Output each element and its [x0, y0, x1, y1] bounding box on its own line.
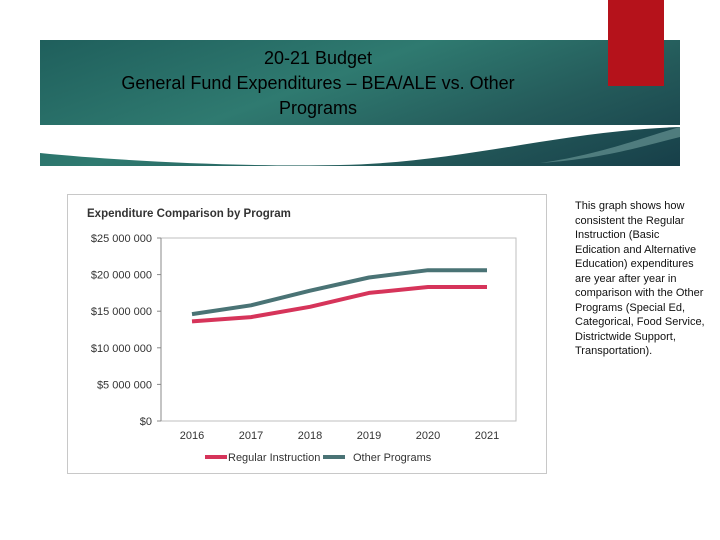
y-tick-label: $5 000 000: [97, 379, 152, 391]
accent-tab: [608, 0, 664, 86]
line-chart: Expenditure Comparison by Program $0 $5 0…: [87, 208, 517, 464]
side-note: This graph shows how consistent the Regu…: [575, 200, 705, 357]
x-tick-label: 2016: [180, 430, 204, 442]
slide-title-line-2: General Fund Expenditures – BEA/ALE vs. …: [121, 73, 515, 93]
y-tick-label: $20 000 000: [91, 270, 152, 282]
x-tick-label: 2018: [298, 430, 322, 442]
plot-area: [160, 237, 517, 422]
y-tick-label: $0: [140, 416, 152, 428]
y-tick-label: $15 000 000: [91, 306, 152, 318]
x-tick-label: 2020: [416, 430, 440, 442]
slide-title-line-1: 20-21 Budget: [263, 48, 373, 68]
banner-swoosh: [40, 125, 680, 166]
slide-title-line-3: Programs: [278, 98, 358, 118]
x-tick-label: 2017: [239, 430, 263, 442]
y-tick-label: $25 000 000: [91, 233, 152, 245]
y-tick-label: $10 000 000: [91, 343, 152, 355]
chart-title: Expenditure Comparison by Program: [87, 208, 291, 220]
slide-title: 20-21 Budget General Fund Expenditures –…: [60, 46, 576, 121]
series-line-other-programs: [191, 268, 487, 317]
x-tick-label: 2021: [475, 430, 499, 442]
legend-label: Other Programs: [353, 452, 432, 464]
legend-label: Regular Instruction: [228, 452, 320, 464]
x-tick-label: 2019: [357, 430, 381, 442]
series-line-regular-instruction: [191, 285, 487, 324]
chart-frame: Expenditure Comparison by Program $0 $5 0…: [67, 194, 547, 474]
